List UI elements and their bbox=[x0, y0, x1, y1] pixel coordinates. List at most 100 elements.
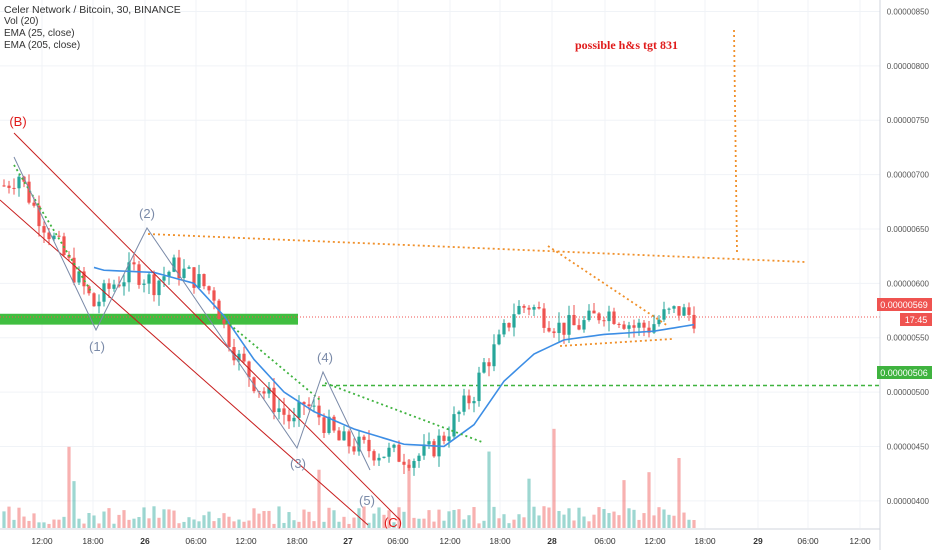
candle-body bbox=[617, 323, 621, 325]
candle-body bbox=[577, 325, 581, 330]
wave-label: (B) bbox=[9, 114, 26, 129]
candle-body bbox=[27, 181, 31, 203]
candle-body bbox=[287, 414, 291, 422]
candle-body bbox=[277, 408, 281, 413]
volume-bar bbox=[377, 507, 381, 528]
volume-bar bbox=[457, 509, 461, 528]
target-line-dotted bbox=[733, 29, 738, 253]
x-tick-label: 12:00 bbox=[439, 536, 461, 546]
volume-bar bbox=[517, 514, 521, 528]
volume-bar bbox=[427, 510, 431, 528]
candle-body bbox=[37, 205, 41, 227]
x-tick-label: 29 bbox=[753, 536, 763, 546]
candle-body bbox=[202, 274, 206, 287]
volume-bar bbox=[312, 521, 316, 528]
candle-body bbox=[392, 444, 396, 448]
candle-body bbox=[672, 306, 676, 309]
x-tick-label: 18:00 bbox=[82, 536, 104, 546]
y-tick-label: 0.00000500 bbox=[887, 388, 930, 397]
countdown-badge: 17:45 bbox=[900, 313, 932, 326]
volume-bar bbox=[412, 517, 416, 528]
volume-bar bbox=[172, 510, 176, 528]
candle-body bbox=[127, 262, 131, 283]
volume-bar bbox=[657, 507, 661, 528]
candle-body bbox=[532, 307, 536, 310]
volume-bar bbox=[87, 513, 91, 528]
x-tick-label: 26 bbox=[140, 536, 150, 546]
candle-body bbox=[632, 325, 636, 328]
candle-body bbox=[282, 408, 286, 415]
candle-body bbox=[432, 441, 436, 457]
price-axis: 0.00000850 0.00000800 0.00000750 0.00000700… bbox=[879, 0, 930, 550]
y-tick-label: 0.00000650 bbox=[887, 225, 930, 234]
volume-bar bbox=[137, 517, 141, 528]
chart-legend: Celer Network / Bitcoin, 30, BINANCE Vol… bbox=[4, 4, 181, 52]
volume-bar bbox=[337, 521, 341, 528]
candle-body bbox=[57, 235, 61, 237]
candle-body bbox=[517, 305, 521, 315]
volume-bar bbox=[112, 523, 116, 528]
candle-body bbox=[607, 311, 611, 322]
volume-bar bbox=[547, 507, 551, 528]
candle-body bbox=[572, 314, 576, 326]
volume-bar bbox=[612, 511, 616, 528]
candle-body bbox=[347, 431, 351, 447]
volume-bar bbox=[367, 522, 371, 528]
volume-bar bbox=[632, 509, 636, 528]
volume-bar bbox=[232, 521, 236, 528]
candle-body bbox=[592, 310, 596, 314]
time-axis: 12:00 18:00 26 06:00 12:00 18:00 27 06:00 12:00 1… bbox=[0, 528, 880, 546]
candle-body bbox=[267, 387, 271, 394]
candle-body bbox=[692, 314, 696, 329]
candle-body bbox=[152, 274, 156, 296]
volume-bar bbox=[42, 522, 46, 528]
trend-drawings bbox=[0, 29, 806, 526]
volume-bar bbox=[552, 428, 556, 528]
candle-body bbox=[442, 435, 446, 441]
triangle-upper-dotted bbox=[547, 245, 669, 327]
wave-label: (4) bbox=[317, 350, 333, 365]
volume-bar bbox=[82, 523, 86, 528]
volume-bar bbox=[277, 506, 281, 528]
candle-body bbox=[387, 447, 391, 457]
candle-body bbox=[587, 310, 591, 321]
x-tick-label: 06:00 bbox=[387, 536, 409, 546]
candle-body bbox=[677, 306, 681, 316]
volume-bar bbox=[597, 507, 601, 528]
candle-body bbox=[242, 353, 246, 362]
volume-bar bbox=[257, 513, 261, 528]
volume-bar bbox=[442, 520, 446, 528]
candle-body bbox=[272, 387, 276, 413]
candle-body bbox=[322, 417, 326, 433]
volume-bar bbox=[667, 514, 671, 528]
volume-bar bbox=[102, 511, 106, 528]
candle-body bbox=[407, 464, 411, 468]
volume-bar bbox=[302, 509, 306, 528]
volume-bar bbox=[162, 509, 166, 528]
candle-body bbox=[97, 301, 101, 307]
wave-label: (2) bbox=[139, 206, 155, 221]
volume-bar bbox=[237, 519, 241, 528]
y-tick-label: 0.00000700 bbox=[887, 171, 930, 180]
volume-bar bbox=[227, 516, 231, 528]
candle-body bbox=[352, 446, 356, 452]
volume-bar bbox=[197, 521, 201, 528]
volume-bar bbox=[47, 523, 51, 528]
wave-label: (3) bbox=[290, 456, 306, 471]
candle-body bbox=[332, 416, 336, 431]
red-channel-lower bbox=[0, 199, 369, 526]
volume-bar bbox=[307, 511, 311, 528]
volume-bar bbox=[327, 507, 331, 528]
candle-body bbox=[482, 362, 486, 373]
candle-body bbox=[212, 290, 216, 301]
candle-body bbox=[367, 439, 371, 452]
x-tick-label: 28 bbox=[547, 536, 557, 546]
volume-bar bbox=[562, 514, 566, 528]
candle-body bbox=[192, 267, 196, 288]
volume-bar bbox=[177, 523, 181, 528]
volume-bar bbox=[417, 518, 421, 528]
support-badge: 0.00000506 bbox=[877, 366, 932, 379]
candle-body bbox=[397, 444, 401, 462]
volume-bar bbox=[7, 506, 11, 528]
